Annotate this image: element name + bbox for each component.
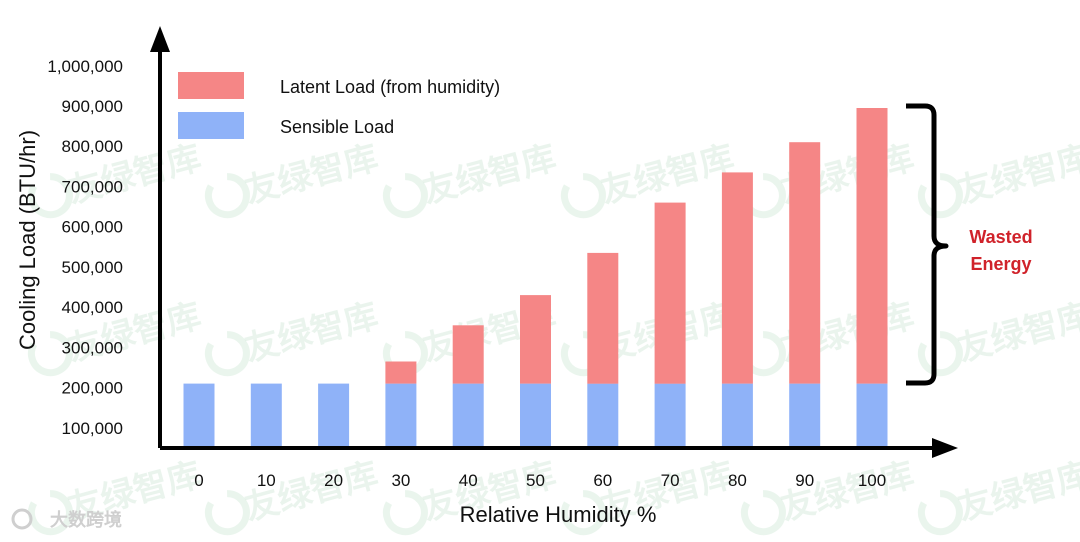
y-tick-label: 200,000 — [62, 379, 123, 398]
watermark-text: 友绿智库 — [954, 296, 1080, 370]
watermark: 友绿智库 — [740, 138, 918, 219]
watermark-text: 友绿智库 — [954, 455, 1080, 529]
x-tick-label: 90 — [795, 471, 814, 490]
bar-sensible-50 — [520, 383, 551, 448]
badge-text: 大数跨境 — [50, 509, 122, 531]
watermark: 友绿智库 — [740, 455, 919, 536]
x-tick-labels: 0 10 20 30 40 50 60 70 80 90 100 — [194, 471, 886, 490]
watermark: 友绿智库 — [204, 138, 383, 219]
bar-sensible-30 — [385, 383, 417, 448]
y-tick-label: 900,000 — [62, 97, 123, 116]
wasted-energy-brace — [906, 103, 949, 386]
watermark-g-icon — [382, 490, 428, 536]
bar-layer — [183, 108, 888, 448]
bar-sensible-70 — [654, 383, 686, 448]
watermark: 友绿智库 — [560, 138, 739, 219]
x-tick-label: 20 — [324, 471, 343, 490]
badge-logo-icon — [11, 508, 33, 530]
watermark-text: 友绿智库 — [954, 138, 1080, 212]
bar-sensible-100 — [856, 383, 888, 448]
watermark-g-icon — [27, 173, 73, 219]
x-tick-label: 30 — [391, 471, 410, 490]
watermark-text: 友绿智库 — [241, 296, 383, 370]
bar-latent-50 — [520, 295, 551, 384]
watermark-text: 友绿智库 — [419, 138, 561, 212]
y-tick-label: 500,000 — [62, 258, 123, 277]
watermark-g-icon — [204, 173, 250, 219]
watermark: 友绿智库 — [204, 455, 383, 536]
watermark-text: 友绿智库 — [597, 138, 739, 212]
watermark: 友绿智库 — [917, 296, 1080, 377]
legend-swatch-sensible — [178, 112, 244, 139]
x-axis-arrow — [932, 438, 958, 458]
source-badge: 大数跨境 — [11, 508, 122, 531]
bar-latent-60 — [587, 252, 619, 384]
watermark: 友绿智库 — [917, 138, 1080, 219]
x-tick-label: 0 — [194, 471, 203, 490]
watermark-g-icon — [204, 490, 250, 536]
bar-latent-100 — [856, 108, 888, 384]
y-tick-labels: 100,000 200,000 300,000 400,000 500,000 600,0… — [47, 57, 123, 438]
bar-latent-30 — [385, 361, 417, 384]
watermark-g-icon — [917, 173, 963, 219]
x-tick-label: 70 — [661, 471, 680, 490]
y-tick-label: 400,000 — [62, 298, 123, 317]
bar-sensible-90 — [789, 383, 821, 448]
legend: Latent Load (from humidity) Sensible Loa… — [178, 72, 500, 139]
watermark-g-icon — [382, 173, 428, 219]
x-tick-label: 80 — [728, 471, 747, 490]
x-tick-label: 10 — [257, 471, 276, 490]
watermark-g-icon — [560, 490, 606, 536]
bar-sensible-60 — [587, 383, 619, 448]
annotation-energy: Energy — [970, 254, 1031, 274]
x-axis-title: Relative Humidity % — [460, 502, 657, 527]
watermark-g-icon — [560, 173, 606, 219]
legend-swatch-latent — [178, 72, 244, 99]
y-tick-label: 800,000 — [62, 137, 123, 156]
x-tick-label: 50 — [526, 471, 545, 490]
y-axis-arrow — [150, 26, 170, 52]
x-tick-label: 60 — [593, 471, 612, 490]
watermark-g-icon — [740, 490, 786, 536]
watermark-text: 友绿智库 — [241, 455, 383, 529]
x-tick-label: 40 — [459, 471, 478, 490]
x-tick-label: 100 — [858, 471, 886, 490]
watermark: 友绿智库 — [917, 455, 1080, 536]
bar-sensible-10 — [250, 383, 282, 448]
y-tick-label: 700,000 — [62, 178, 123, 197]
y-tick-label: 300,000 — [62, 338, 123, 357]
y-tick-label: 600,000 — [62, 218, 123, 237]
bar-sensible-20 — [318, 383, 350, 448]
bar-latent-70 — [654, 202, 686, 384]
legend-label-sensible: Sensible Load — [280, 117, 394, 137]
y-tick-label: 1,000,000 — [47, 57, 123, 76]
bar-sensible-40 — [452, 383, 484, 448]
bar-sensible-80 — [721, 383, 753, 448]
watermark: 友绿智库 — [382, 138, 561, 219]
watermark-text: 友绿智库 — [241, 138, 383, 212]
watermark: 友绿智库 — [560, 296, 738, 377]
y-axis-title: Cooling Load (BTU/hr) — [15, 130, 40, 350]
watermark: 友绿智库 — [740, 296, 918, 377]
y-tick-label: 100,000 — [62, 419, 123, 438]
watermark-g-icon — [204, 331, 250, 377]
bar-latent-90 — [789, 142, 821, 384]
watermark-g-icon — [27, 331, 73, 377]
bar-sensible-0 — [183, 383, 215, 448]
watermark-g-icon — [917, 331, 963, 377]
watermark-text: 友绿智库 — [777, 455, 919, 529]
annotation-wasted: Wasted — [969, 227, 1032, 247]
watermark-g-icon — [917, 490, 963, 536]
legend-label-latent: Latent Load (from humidity) — [280, 77, 500, 97]
watermark: 友绿智库 — [204, 296, 383, 377]
bar-latent-80 — [721, 172, 753, 384]
bar-latent-40 — [452, 325, 484, 384]
